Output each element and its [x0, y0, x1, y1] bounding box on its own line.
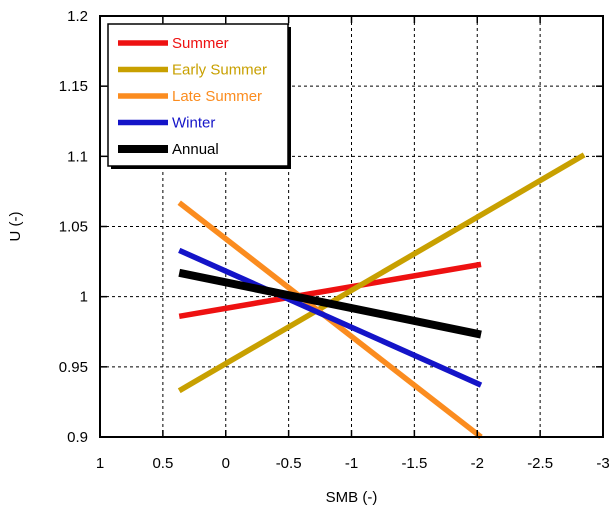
y-tick-label: 1.15 — [59, 78, 88, 95]
legend-label: Summer — [172, 35, 229, 52]
x-tick-label: -2 — [471, 455, 484, 472]
y-axis-label: U (-) — [7, 212, 24, 242]
y-tick-label: 0.95 — [59, 359, 88, 376]
x-tick-label: -2.5 — [527, 455, 553, 472]
legend-label: Winter — [172, 115, 215, 132]
series-line-summer — [178, 261, 482, 320]
series-lines — [177, 152, 586, 440]
series-line-winter — [178, 247, 483, 388]
legend-label: Annual — [172, 141, 219, 158]
y-tick-label: 1.2 — [67, 8, 88, 25]
x-tick-label: 1 — [96, 455, 104, 472]
y-axis: 0.9 0.95 1 1.05 1.1 1.15 1.2 — [59, 8, 603, 446]
grid — [100, 16, 603, 437]
y-tick-label: 1 — [80, 289, 88, 306]
series-line-annual — [178, 268, 482, 339]
x-tick-label: 0.5 — [152, 455, 173, 472]
y-tick-label: 1.1 — [67, 148, 88, 165]
x-axis-label: SMB (-) — [326, 489, 378, 506]
x-tick-label: 0 — [222, 455, 230, 472]
legend-label: Early Summer — [172, 62, 267, 79]
y-tick-label: 0.9 — [67, 429, 88, 446]
series-line-early-summer — [177, 152, 586, 394]
y-tick-label: 1.05 — [59, 219, 88, 236]
x-axis: 1 0.5 0 -0.5 -1 -1.5 -2 -2.5 -3 — [96, 16, 610, 472]
legend: Summer Early Summer Late Summer Winter Annua… — [107, 23, 291, 169]
legend-label: Late Summer — [172, 88, 262, 105]
x-tick-label: -3 — [596, 455, 609, 472]
x-tick-label: -0.5 — [276, 455, 302, 472]
x-tick-label: -1 — [345, 455, 358, 472]
x-tick-label: -1.5 — [401, 455, 427, 472]
